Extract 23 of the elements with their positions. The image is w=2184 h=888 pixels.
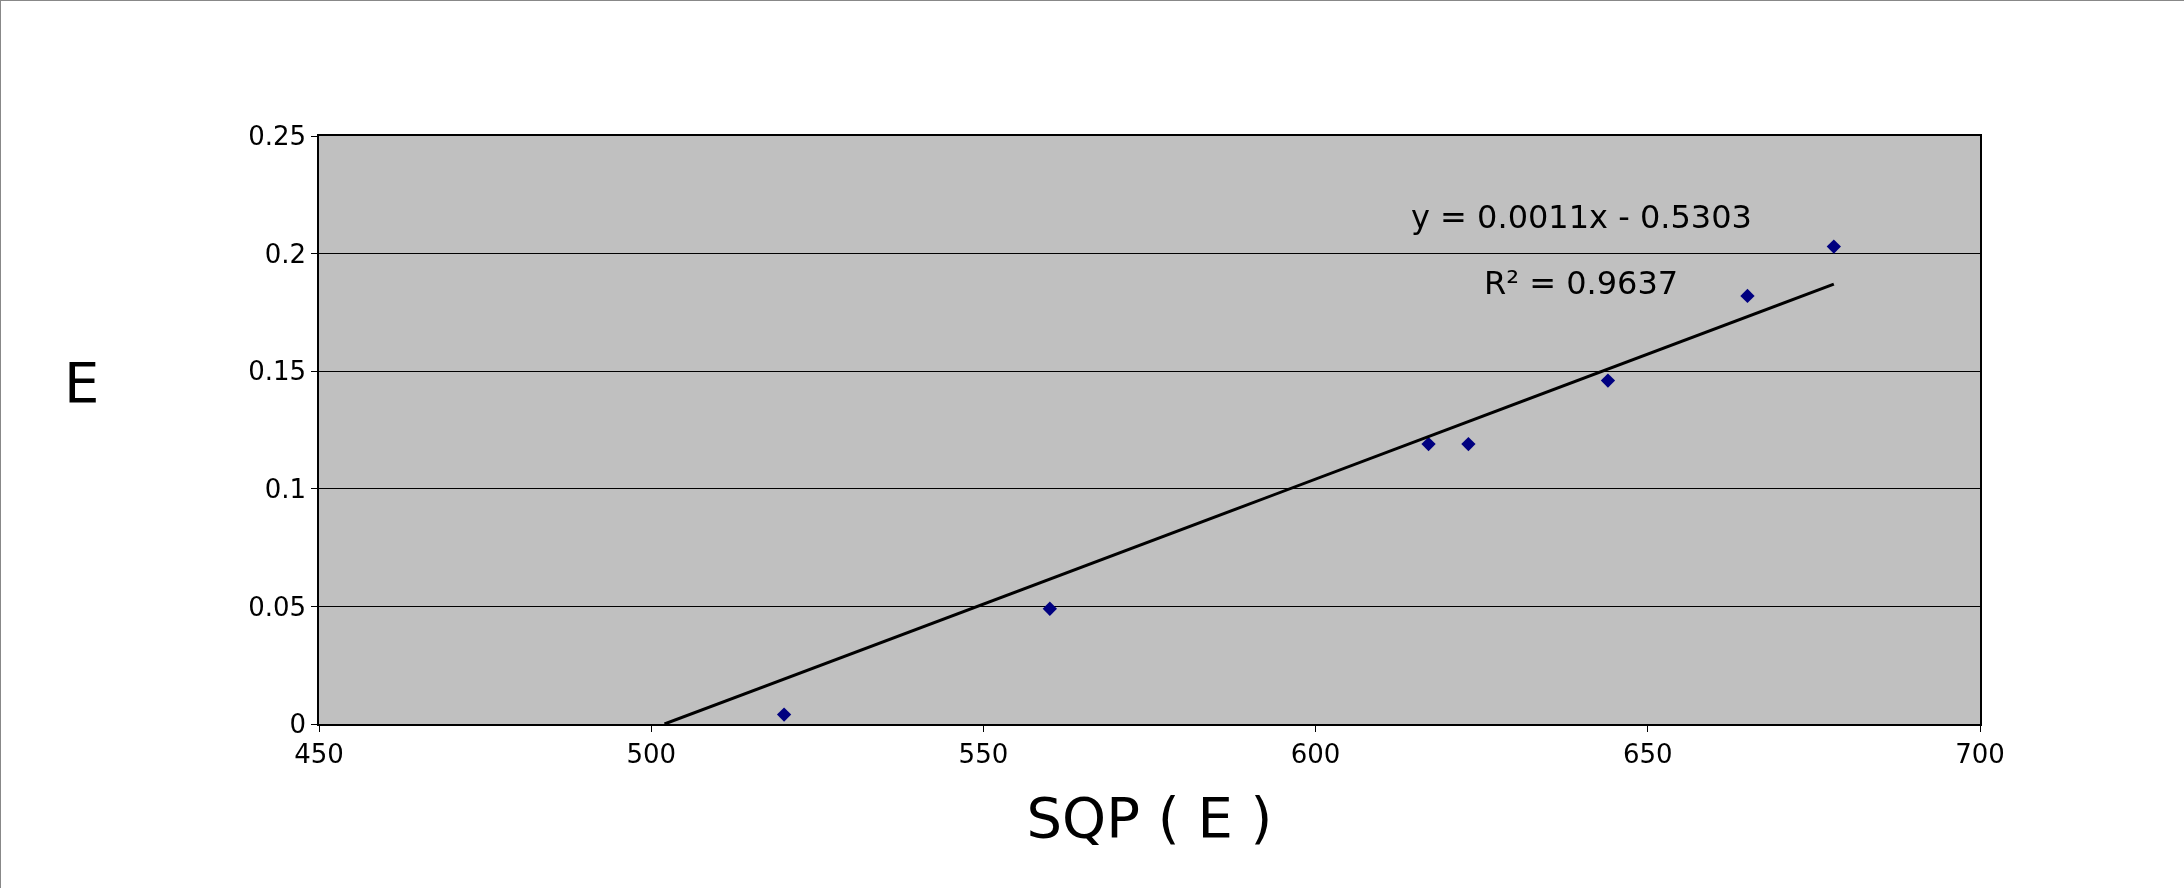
x-axis-title: SQP ( E ) — [1026, 785, 1273, 851]
x-tick-label: 500 — [626, 738, 677, 769]
y-tick-label: 0.25 — [248, 121, 307, 152]
point — [1740, 288, 1755, 304]
y-tick-label: 0 — [289, 709, 307, 740]
x-tick-label: 700 — [1955, 738, 2005, 769]
x-tick-label: 650 — [1622, 738, 1673, 769]
x-tick-label: 550 — [958, 738, 1009, 769]
y-tick-label: 0.2 — [264, 238, 307, 269]
y-tick-label: 0.05 — [248, 591, 307, 622]
annotation: R² = 0.9637 — [1484, 264, 1679, 302]
y-tick-label: 0.15 — [248, 356, 307, 387]
point — [1042, 601, 1057, 616]
point — [1826, 239, 1841, 254]
x-tick-label: 450 — [294, 738, 344, 769]
x-tick-label: 600 — [1290, 738, 1341, 769]
point — [1600, 373, 1616, 388]
point — [1461, 436, 1476, 452]
y-axis-title: E — [64, 350, 100, 415]
annotation: y = 0.0011x - 0.5303 — [1411, 198, 1752, 236]
y-tick-label: 0.1 — [264, 473, 307, 504]
point — [776, 707, 792, 722]
point — [1421, 436, 1436, 452]
